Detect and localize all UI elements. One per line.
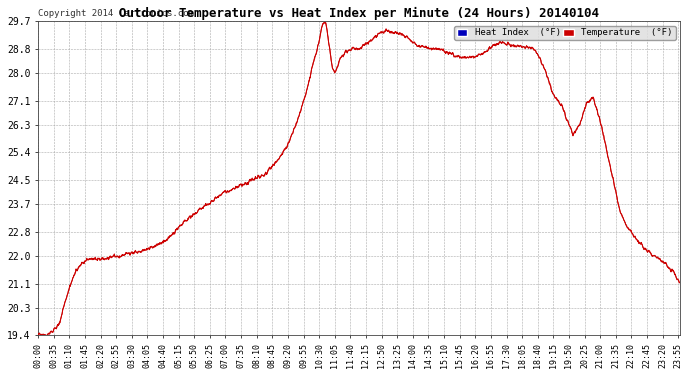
Title: Outdoor Temperature vs Heat Index per Minute (24 Hours) 20140104: Outdoor Temperature vs Heat Index per Mi… — [119, 7, 599, 20]
Text: Copyright 2014 Cartronics.com: Copyright 2014 Cartronics.com — [38, 9, 194, 18]
Legend: Heat Index  (°F), Temperature  (°F): Heat Index (°F), Temperature (°F) — [454, 26, 676, 40]
